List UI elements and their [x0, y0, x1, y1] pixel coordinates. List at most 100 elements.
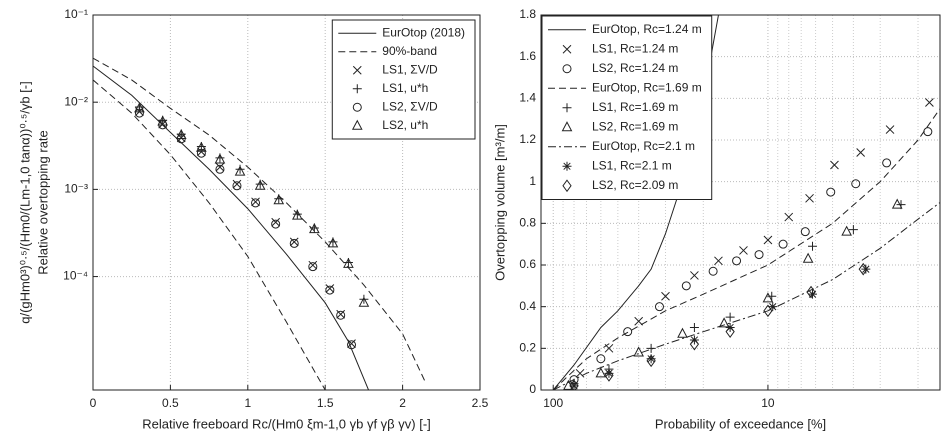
y-tick-label: 0.2	[519, 341, 536, 355]
marker	[885, 125, 895, 134]
marker	[232, 181, 242, 191]
marker	[646, 354, 656, 364]
legend-label: LS1, Rc=2.1 m	[592, 158, 672, 172]
marker	[925, 98, 934, 107]
y-axis-label: Relative overtopping rate	[35, 130, 50, 275]
legend-marker	[561, 121, 573, 132]
marker	[569, 381, 579, 390]
y-tick-label: 0	[529, 382, 536, 396]
marker	[891, 198, 903, 209]
marker	[634, 316, 644, 326]
x-tick-label: 0	[90, 396, 97, 410]
y-tick-label: 10⁻⁴	[63, 269, 88, 283]
marker	[271, 217, 281, 227]
marker	[308, 260, 318, 270]
y-tick-label: 0.4	[519, 299, 536, 313]
y-tick-label: 1.6	[519, 49, 536, 63]
marker	[604, 368, 614, 378]
marker	[196, 148, 206, 158]
marker	[633, 346, 644, 357]
marker	[808, 289, 818, 299]
legend-box	[331, 19, 476, 140]
legend-marker	[562, 103, 572, 113]
marker	[336, 310, 346, 320]
legend-label: 90%-band	[382, 44, 437, 58]
marker	[251, 197, 260, 207]
legend-marker	[562, 161, 572, 171]
legend-label: EurOtop (2018)	[382, 25, 465, 39]
marker	[784, 212, 794, 222]
marker	[767, 291, 777, 301]
marker	[347, 339, 356, 349]
y-tick-label: 10⁻²	[64, 94, 88, 108]
marker	[802, 252, 814, 263]
marker	[175, 128, 187, 140]
y-tick-label: 1.4	[519, 91, 536, 105]
marker	[289, 237, 299, 247]
marker	[739, 246, 748, 255]
marker	[800, 227, 810, 237]
legend-marker	[562, 179, 572, 193]
marker	[575, 368, 585, 378]
x-tick-label: 0.5	[162, 396, 179, 410]
legend: EurOtop (2018) 90%-band LS1, ΣV/D LS1, u*h L…	[331, 19, 476, 140]
marker	[708, 266, 718, 276]
legend-label: LS2, Rc=1.69 m	[592, 119, 678, 133]
marker	[569, 379, 579, 390]
marker	[841, 225, 852, 236]
marker	[851, 179, 861, 189]
marker	[768, 302, 778, 312]
marker	[808, 241, 818, 251]
marker	[232, 179, 242, 189]
marker	[754, 250, 764, 260]
marker	[763, 304, 773, 318]
legend-label: EurOtop, Rc=1.24 m	[592, 22, 702, 36]
marker	[689, 335, 699, 345]
y-axis-label: Overtopping volume [m³/m]	[492, 124, 507, 281]
y-tick-label: 1.8	[519, 7, 536, 21]
marker	[677, 327, 688, 338]
marker	[661, 291, 670, 301]
marker	[595, 367, 607, 378]
series-line	[552, 202, 940, 390]
marker	[358, 296, 370, 307]
y-axis-label: q/(gHm0³)⁰·⁵/(Hm0/(Lm-1,0 tanα))⁰·⁵/γb […	[17, 81, 32, 324]
marker	[654, 302, 664, 312]
marker	[861, 264, 871, 274]
legend-marker	[352, 102, 362, 112]
y-tick-label: 0.6	[519, 257, 536, 271]
marker	[289, 238, 299, 248]
series-line	[93, 57, 427, 390]
marker	[134, 108, 144, 118]
marker	[848, 225, 858, 235]
legend: EurOtop, Rc=1.24 m LS1, Rc=1.24 m LS2, Rc=…	[541, 15, 713, 200]
legend-label: LS2, u*h	[382, 118, 428, 132]
legend-label: LS1, Rc=1.69 m	[592, 100, 678, 114]
marker	[778, 239, 788, 249]
marker	[359, 294, 369, 304]
marker	[882, 158, 892, 168]
panel: 100 1000.20.40.60.811.21.41.61.8Probabili…	[492, 7, 941, 431]
marker	[763, 235, 773, 245]
marker	[271, 219, 281, 229]
marker	[858, 262, 868, 276]
legend-marker	[351, 119, 363, 130]
marker	[732, 256, 742, 266]
marker	[234, 165, 246, 176]
marker	[604, 369, 614, 382]
marker	[325, 285, 335, 295]
marker	[214, 153, 226, 164]
legend-label: LS1, u*h	[382, 81, 428, 95]
marker	[343, 257, 354, 268]
x-tick-label: 1	[244, 396, 251, 410]
legend-label: LS2, Rc=2.09 m	[592, 178, 678, 192]
marker	[725, 312, 735, 322]
y-tick-label: 10⁻³	[64, 182, 88, 196]
marker	[273, 194, 285, 205]
marker	[336, 309, 346, 319]
marker	[176, 129, 186, 139]
marker	[856, 148, 866, 157]
marker	[690, 271, 699, 280]
legend-label: LS1, ΣV/D	[382, 62, 438, 76]
marker	[308, 262, 318, 272]
